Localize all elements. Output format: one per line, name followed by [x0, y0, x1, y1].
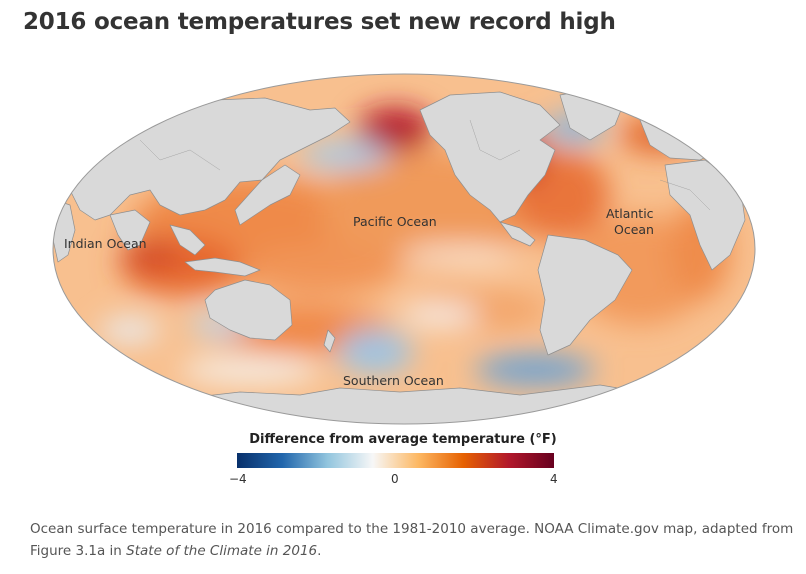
pacific-ocean-label: Pacific Ocean — [353, 214, 437, 229]
landmass-india — [109, 209, 151, 251]
landmass-new-zealand — [323, 329, 336, 353]
atlantic-ocean-label-line1: Atlantic — [606, 206, 654, 221]
landmass-southeast-asia — [169, 224, 206, 256]
landmass-east-asia — [234, 164, 301, 226]
globe-outline — [52, 73, 756, 425]
indian-ocean-label: Indian Ocean — [64, 236, 147, 251]
landmass-north-america — [419, 91, 561, 223]
world-temperature-map: Pacific Ocean Atlantic Ocean Indian Ocea… — [52, 73, 756, 425]
page-title: 2016 ocean temperatures set new record h… — [23, 9, 616, 35]
legend-color-bar — [237, 453, 554, 468]
landmass-australia — [204, 279, 293, 341]
legend-tick-min: −4 — [229, 472, 247, 486]
caption-end: . — [317, 543, 322, 559]
landmass-central-america — [499, 221, 536, 247]
atlantic-ocean-label-line2: Ocean — [614, 222, 654, 237]
landmass-indonesia — [184, 257, 261, 277]
caption-text: Ocean surface temperature in 2016 compar… — [30, 521, 794, 559]
caption-italic-title: State of the Climate in 2016 — [126, 543, 318, 559]
landmass-south-america — [537, 234, 633, 356]
legend-tick-zero: 0 — [391, 472, 399, 486]
legend-tick-max: 4 — [550, 472, 558, 486]
southern-ocean-label: Southern Ocean — [343, 373, 444, 388]
figure-caption: Ocean surface temperature in 2016 compar… — [30, 518, 800, 562]
legend-title: Difference from average temperature (°F) — [249, 432, 557, 447]
